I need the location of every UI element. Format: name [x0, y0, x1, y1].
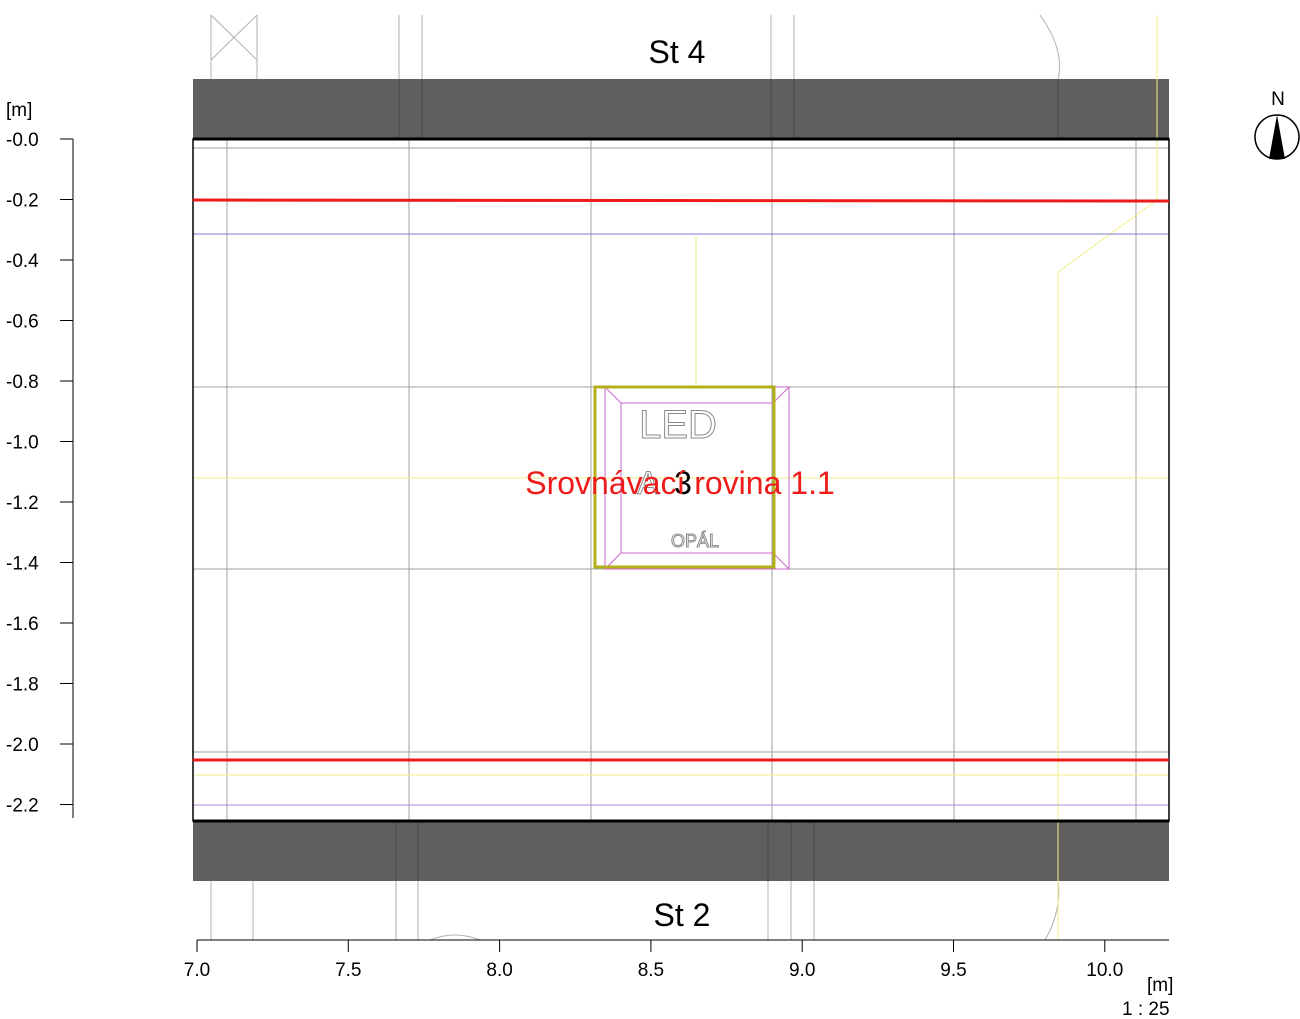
- y-tick-label: -2.2: [6, 796, 39, 817]
- wall-top-label: St 4: [649, 34, 706, 70]
- y-tick-label: -2.0: [6, 735, 39, 756]
- calculation-plane-label: Srovnávací rovina 1.1: [525, 465, 835, 501]
- x-tick-label: 7.5: [335, 960, 361, 981]
- y-tick-label: -0.4: [6, 251, 39, 272]
- y-tick-label: -1.0: [6, 433, 39, 454]
- x-tick-label: 8.5: [638, 960, 664, 981]
- luminaire-type-text: LED: [639, 403, 717, 447]
- wall-bottom-label: St 2: [654, 897, 711, 933]
- x-tick-label: 10.0: [1086, 960, 1123, 981]
- background-construction-lines: [210, 14, 1061, 941]
- north-compass: N: [1254, 89, 1300, 160]
- y-axis-unit: [m]: [6, 100, 32, 121]
- y-tick-label: -0.0: [6, 130, 39, 151]
- x-axis-unit: [m]: [1147, 975, 1173, 996]
- north-label: N: [1271, 89, 1285, 110]
- x-tick-label: 9.5: [940, 960, 966, 981]
- y-tick-label: -1.4: [6, 554, 39, 575]
- y-tick-label: -1.6: [6, 614, 39, 635]
- y-tick-label: -0.8: [6, 372, 39, 393]
- auxiliary-lines: [193, 15, 1169, 940]
- luminaire-id-letter: A: [637, 465, 659, 501]
- scale-text: 1 : 25: [1122, 999, 1170, 1019]
- x-axis: 7.0 7.5 8.0 8.5 9.0 9.5 10.0 [m] 1 : 25: [184, 939, 1173, 1019]
- luminaire-id-number: 3: [674, 465, 692, 501]
- y-tick-label: -1.2: [6, 493, 39, 514]
- luminaire-frame: [593, 385, 776, 569]
- x-tick-label: 8.0: [486, 960, 512, 981]
- y-tick-label: -0.6: [6, 312, 39, 333]
- wall-bottom: [193, 821, 1169, 881]
- luminaire-symbol: [593, 385, 790, 570]
- y-tick-label: -0.2: [6, 191, 39, 212]
- compass-needle-icon: [1269, 115, 1285, 159]
- calculation-plane-top-edge: [192, 198, 1170, 203]
- y-tick-label: -1.8: [6, 675, 39, 696]
- wall-top: [193, 79, 1169, 139]
- luminaire-diffuser-text: OPÁL: [671, 531, 719, 551]
- x-tick-label: 9.0: [789, 960, 815, 981]
- x-tick-label: 7.0: [184, 960, 210, 981]
- y-axis: [m] -0.0 -0.2 -0.4 -0.6 -0.8 -1.0 -1.2 -1.4 -1.6…: [6, 100, 74, 818]
